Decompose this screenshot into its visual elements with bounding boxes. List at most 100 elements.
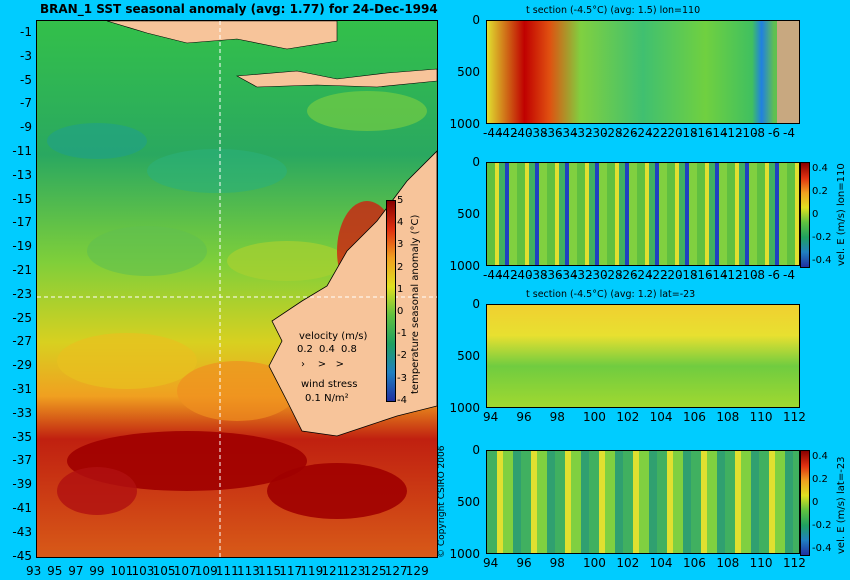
section-x-tick: 112 — [783, 556, 806, 570]
main-y-tick: -27 — [12, 334, 32, 349]
main-x-tick: 129 — [405, 564, 429, 578]
section-x-tick: -18 — [678, 268, 698, 282]
section-x-tick: -14 — [708, 126, 728, 140]
main-colorbar-tick: 2 — [397, 261, 404, 273]
main-y-tick: -17 — [12, 215, 32, 230]
section-x-tick: -10 — [738, 126, 758, 140]
main-x-tick: 97 — [68, 564, 84, 578]
section-x-tick: 96 — [516, 410, 532, 424]
section-panel-plot — [486, 20, 800, 124]
section-colorbar-tick: -0.2 — [812, 520, 832, 531]
section-colorbar-tick: 0.2 — [812, 474, 828, 485]
main-y-tick: -21 — [12, 263, 32, 277]
main-colorbar-tick: -4 — [397, 394, 407, 406]
main-colorbar-tick: -3 — [397, 372, 407, 384]
main-colorbar-tick: 3 — [397, 239, 404, 251]
section-y-tick: 1000 — [449, 401, 480, 415]
section-y-tick: 500 — [457, 65, 480, 79]
section-x-tick: -40 — [513, 268, 533, 282]
section-x-tick: -30 — [588, 268, 608, 282]
main-x-tick: 93 — [26, 564, 42, 578]
section-x-tick: 100 — [583, 556, 606, 570]
main-x-tick: 95 — [47, 564, 63, 578]
section-x-tick: 102 — [616, 410, 640, 424]
section-x-tick: 100 — [583, 410, 606, 424]
section-y-tick: 1000 — [449, 547, 480, 561]
main-colorbar-tick: 4 — [397, 217, 404, 229]
section-y-tick: 0 — [472, 443, 480, 457]
section-x-tick: -22 — [648, 268, 668, 282]
main-x-tick: 125 — [363, 564, 387, 578]
main-x-tick: 115 — [258, 564, 281, 578]
section-x-tick: -42 — [498, 126, 518, 140]
section-colorbar — [800, 162, 810, 268]
section-x-tick: -38 — [528, 126, 548, 140]
section-colorbar-tick: -0.4 — [812, 255, 832, 266]
section-x-tick: -36 — [543, 126, 563, 140]
section-x-tick: -20 — [663, 268, 683, 282]
main-colorbar-tick: -1 — [397, 328, 407, 340]
section-x-tick: -16 — [693, 126, 713, 140]
main-x-tick: 127 — [384, 564, 408, 578]
section-y-tick: 500 — [457, 349, 480, 363]
section-x-tick: -6 — [768, 126, 780, 140]
section-x-tick: -10 — [738, 268, 758, 282]
main-y-tick: -3 — [20, 48, 32, 63]
section-x-tick: 110 — [749, 410, 773, 424]
section-x-tick: 106 — [683, 556, 706, 570]
main-colorbar-tick: -2 — [397, 350, 407, 362]
main-y-tick: -29 — [12, 358, 32, 373]
section-colorbar-tick: 0 — [812, 209, 819, 220]
section-x-tick: -22 — [648, 126, 668, 140]
main-x-tick: 119 — [300, 564, 324, 578]
section-x-tick: 106 — [683, 410, 706, 424]
main-x-tick: 111 — [215, 564, 239, 578]
section-panel-plot — [486, 162, 800, 266]
section-x-tick: -28 — [603, 126, 623, 140]
main-y-tick: -37 — [12, 453, 32, 468]
section-x-tick: -12 — [723, 268, 743, 282]
section-colorbar-tick: 0.2 — [812, 186, 828, 197]
main-y-tick: -43 — [12, 524, 32, 539]
main-x-tick: 123 — [342, 564, 366, 578]
section-x-tick: -34 — [558, 268, 578, 282]
main-y-tick: -7 — [20, 96, 32, 111]
section-colorbar-tick: 0 — [812, 497, 819, 508]
section-x-tick: 98 — [549, 410, 565, 424]
main-y-tick: -33 — [12, 405, 32, 420]
section-y-tick: 1000 — [449, 259, 480, 273]
section-x-tick: -44 — [483, 126, 503, 140]
section-land — [777, 21, 799, 123]
section-x-tick: -38 — [528, 268, 548, 282]
main-y-tick: -45 — [12, 548, 32, 563]
main-map-title: BRAN_1 SST seasonal anomaly (avg: 1.77) … — [40, 2, 438, 16]
wind-stress-label: wind stress — [301, 379, 358, 390]
section-colorbar-tick: 0.4 — [812, 163, 828, 174]
section-x-tick: -26 — [618, 268, 638, 282]
section-x-tick: -6 — [768, 268, 780, 282]
section-colorbar-tick: 0.4 — [812, 451, 828, 462]
main-x-tick: 113 — [237, 564, 260, 578]
section-colorbar-tick: -0.2 — [812, 232, 832, 243]
section-x-tick: -32 — [573, 126, 593, 140]
section-panel-title: t section (-4.5°C) (avg: 1.5) lon=110 — [526, 5, 701, 16]
main-y-tick: -15 — [12, 191, 32, 206]
main-colorbar-tick: 1 — [397, 283, 404, 295]
velocity-value-2: 0.4 — [319, 344, 335, 355]
main-colorbar-label: temperature seasonal anomaly (°C) — [410, 214, 421, 394]
main-y-tick: -9 — [20, 120, 32, 135]
section-x-tick: 110 — [749, 556, 773, 570]
main-colorbar-tick: 5 — [397, 195, 404, 206]
main-y-tick: -39 — [12, 477, 32, 492]
velocity-arrows-icon: › > > — [301, 359, 345, 370]
main-y-tick: -41 — [12, 501, 32, 515]
main-y-tick: -5 — [20, 72, 32, 87]
section-x-tick: 112 — [783, 410, 806, 424]
section-x-tick: 108 — [716, 556, 740, 570]
section-x-tick: 108 — [716, 410, 740, 424]
main-x-tick: 105 — [152, 564, 176, 578]
section-x-tick: 94 — [483, 410, 499, 424]
sst-map-svg — [37, 21, 437, 557]
section-x-tick: -12 — [723, 126, 743, 140]
section-x-tick: 96 — [516, 556, 532, 570]
